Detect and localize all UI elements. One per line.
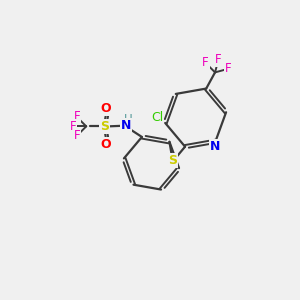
Text: F: F (70, 120, 76, 133)
Text: F: F (224, 62, 231, 75)
Text: N: N (121, 119, 131, 132)
Text: F: F (74, 129, 80, 142)
Text: S: S (100, 120, 109, 133)
Text: H: H (124, 113, 132, 126)
Text: O: O (101, 102, 111, 115)
Text: F: F (202, 56, 209, 70)
Text: O: O (101, 138, 111, 151)
Text: S: S (168, 154, 177, 167)
Text: N: N (210, 140, 221, 153)
Text: F: F (215, 53, 222, 66)
Text: F: F (74, 110, 80, 124)
Text: Cl: Cl (151, 111, 163, 124)
